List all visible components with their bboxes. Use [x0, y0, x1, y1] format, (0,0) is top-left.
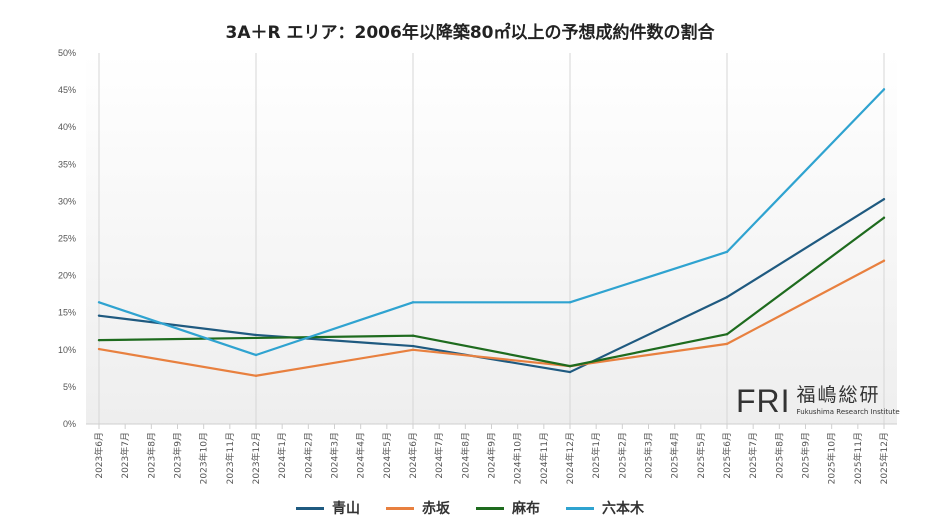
data-point	[254, 353, 258, 357]
x-tick-label: 2023年7月	[119, 432, 131, 479]
x-tick-label: 2025年2月	[616, 432, 628, 479]
x-tick-label: 2024年1月	[276, 432, 288, 479]
plot-area	[86, 53, 897, 424]
legend-label: 青山	[332, 501, 360, 517]
x-tick-label: 2025年5月	[695, 432, 707, 479]
y-tick-label: 20%	[58, 271, 76, 281]
series-line-六本木	[98, 88, 885, 357]
x-tick-label: 2023年10月	[198, 432, 210, 484]
data-point	[411, 344, 415, 348]
legend-swatch	[566, 506, 594, 510]
x-tick-label: 2024年4月	[355, 432, 367, 479]
data-point	[568, 301, 572, 304]
data-point	[411, 334, 415, 337]
legend-label: 赤坂	[422, 501, 450, 517]
x-tick-label: 2025年11月	[852, 432, 864, 484]
x-tick-label: 2024年3月	[329, 432, 341, 479]
legend-label: 麻布	[512, 501, 540, 517]
x-tick-label: 2025年9月	[800, 432, 812, 479]
data-point	[725, 333, 729, 336]
y-tick-label: 40%	[58, 122, 76, 132]
y-tick-label: 0%	[63, 419, 76, 429]
legend: 青山 赤坂 麻布 六本木	[0, 498, 940, 518]
x-tick-label: 2025年3月	[643, 432, 655, 479]
x-tick-label: 2024年10月	[512, 432, 524, 484]
legend-swatch	[386, 506, 414, 510]
series-line-青山	[98, 198, 885, 374]
data-point	[882, 88, 886, 91]
x-tick-label: 2025年8月	[773, 432, 785, 479]
x-tick-label: 2024年2月	[302, 432, 314, 479]
data-point	[725, 342, 729, 346]
data-point	[411, 301, 415, 304]
x-tick-label: 2023年11月	[224, 432, 236, 484]
x-tick-label: 2024年6月	[407, 432, 419, 479]
y-tick-label: 5%	[63, 382, 76, 392]
x-tick-label: 2025年6月	[721, 432, 733, 479]
x-tick-label: 2025年10月	[826, 432, 838, 484]
legend-label: 六本木	[602, 501, 644, 517]
y-tick-label: 35%	[58, 159, 76, 169]
logo-english: Fukushima Research Institute	[796, 408, 900, 416]
data-point	[254, 374, 258, 377]
y-tick-label: 30%	[58, 196, 76, 206]
data-point	[568, 370, 572, 374]
legend-item: 赤坂	[386, 498, 450, 518]
data-point	[254, 336, 258, 340]
x-tick-label: 2023年12月	[250, 432, 262, 484]
logo-kanji: 福嶋総研	[796, 384, 881, 406]
y-tick-label: 50%	[58, 48, 76, 58]
data-point	[97, 338, 101, 342]
x-tick-label: 2024年9月	[486, 432, 498, 479]
y-tick-label: 10%	[58, 345, 76, 355]
y-tick-label: 15%	[58, 308, 76, 318]
x-tick-label: 2023年9月	[172, 432, 184, 479]
data-point	[725, 250, 729, 254]
chart-title: 3A＋R エリア：2006年以降築80㎡以上の予想成約件数の割合	[225, 23, 715, 43]
data-point	[568, 364, 572, 368]
logo-mark: FRI	[736, 383, 791, 419]
legend-swatch	[296, 506, 324, 510]
data-point	[254, 333, 258, 337]
legend-item: 麻布	[476, 498, 540, 518]
data-point	[97, 314, 101, 317]
data-point	[411, 348, 415, 351]
data-point	[97, 347, 101, 351]
logo-text: 福嶋総研 Fukushima Research Institute	[797, 384, 900, 417]
x-tick-label: 2025年7月	[747, 432, 759, 479]
x-tick-label: 2025年4月	[669, 432, 681, 479]
x-tick-label: 2025年1月	[590, 432, 602, 479]
x-tick-label: 2024年5月	[381, 432, 393, 479]
legend-swatch	[476, 506, 504, 510]
data-point	[882, 197, 886, 201]
x-tick-label: 2023年6月	[93, 432, 105, 479]
y-tick-label: 45%	[58, 85, 76, 95]
x-tick-label: 2024年12月	[564, 432, 576, 484]
data-point	[97, 301, 101, 304]
x-tick-label: 2024年7月	[433, 432, 445, 479]
fri-logo: FRI 福嶋総研 Fukushima Research Institute	[736, 384, 900, 418]
data-point	[882, 259, 886, 262]
y-tick-label: 25%	[58, 234, 76, 244]
x-tick-label: 2023年8月	[145, 432, 157, 479]
x-tick-label: 2024年11月	[538, 432, 550, 484]
x-tick-label: 2025年12月	[878, 432, 890, 484]
legend-item: 青山	[296, 498, 360, 518]
legend-item: 六本木	[566, 498, 644, 518]
series-line-赤坂	[98, 259, 885, 377]
data-point	[882, 216, 886, 219]
x-tick-label: 2024年8月	[459, 432, 471, 479]
series-line-麻布	[98, 216, 885, 368]
data-point	[725, 295, 729, 299]
